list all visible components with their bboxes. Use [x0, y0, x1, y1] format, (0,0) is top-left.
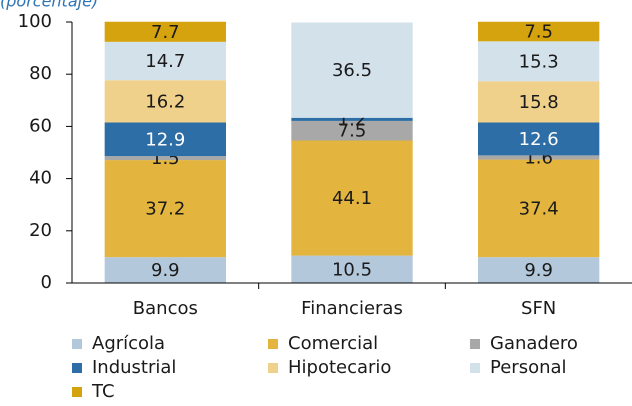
legend-label: Comercial: [288, 333, 378, 354]
bar-segment: [478, 41, 600, 82]
data-label: 16.2: [145, 91, 185, 112]
bar-segment: [104, 160, 226, 258]
legend-swatch: [72, 387, 82, 397]
chart-subtitle: (porcentaje): [0, 0, 98, 11]
bar-segment: [291, 22, 413, 118]
legend-label: Industrial: [92, 357, 176, 378]
data-label: 7.7: [151, 22, 180, 43]
bar-segment: [478, 159, 600, 258]
data-label: 10.5: [332, 259, 372, 280]
bar-segment: [291, 255, 413, 283]
legend-label: Personal: [490, 357, 567, 378]
y-tick-label: 100: [18, 11, 52, 32]
y-tick-label: 80: [29, 63, 52, 84]
bar-segment: [291, 117, 413, 121]
data-label: 36.5: [332, 60, 372, 81]
bar-segment: [104, 156, 226, 161]
x-tick-label: SFN: [521, 298, 556, 319]
data-label: 9.9: [524, 260, 553, 281]
y-tick-label: 40: [29, 168, 52, 189]
data-label: 12.6: [519, 129, 559, 150]
bar-segment: [478, 257, 600, 283]
bar-segment: [104, 122, 226, 157]
bar-segment: [291, 120, 413, 141]
y-tick-label: 20: [29, 220, 52, 241]
legend-swatch: [470, 363, 480, 373]
x-tick-label: Bancos: [133, 298, 198, 319]
legend-swatch: [470, 339, 480, 349]
data-label: 12.9: [145, 129, 185, 150]
legend-label: Ganadero: [490, 333, 578, 354]
legend-swatch: [72, 363, 82, 373]
legend-swatch: [268, 339, 278, 349]
bar-segment: [104, 80, 226, 123]
legend-label: TC: [91, 381, 115, 402]
data-label: 15.8: [519, 92, 559, 113]
x-tick-label: Financieras: [301, 298, 403, 319]
legend-swatch: [72, 339, 82, 349]
data-label: 37.2: [145, 199, 185, 220]
y-tick-label: 0: [41, 272, 52, 293]
data-label: 37.4: [519, 198, 559, 219]
data-label: 14.7: [145, 51, 185, 72]
bar-segment: [478, 155, 600, 160]
bar-segment: [291, 140, 413, 256]
bar-segment: [478, 122, 600, 156]
bar-segment: [104, 41, 226, 81]
y-tick-label: 60: [29, 115, 52, 136]
data-label: 7.5: [338, 121, 367, 142]
legend-swatch: [268, 363, 278, 373]
data-label: 44.1: [332, 188, 372, 209]
bar-segment: [104, 257, 226, 283]
bar-segment: [104, 21, 226, 42]
data-label: 9.9: [151, 260, 180, 281]
legend-label: Agrícola: [92, 333, 165, 354]
bar-segment: [478, 81, 600, 123]
data-label: 15.3: [519, 51, 559, 72]
bar-segment: [478, 21, 600, 42]
data-label: 7.5: [524, 22, 553, 43]
legend-label: Hipotecario: [288, 357, 391, 378]
